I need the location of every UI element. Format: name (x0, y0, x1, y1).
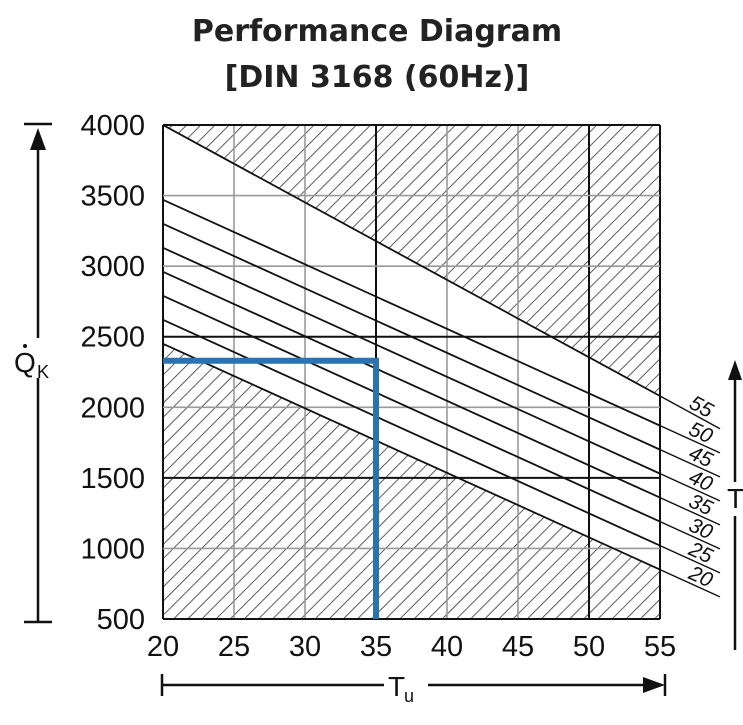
example-reading-line (163, 357, 379, 619)
y-tick-1500: 1500 (80, 463, 145, 495)
y-tick-2500: 2500 (80, 322, 145, 354)
temp-label-25: 25 (684, 537, 716, 568)
temp-line-35 (163, 270, 660, 499)
temp-leader-50 (659, 424, 721, 454)
chart-title-line1: Performance Diagram (192, 14, 562, 49)
right-axis-arrow: T (726, 360, 743, 650)
tick-labels: 500 1000 1500 2000 2500 3000 3500 4000 20 25 30 35 4… (80, 110, 676, 663)
temp-label-50: 50 (685, 418, 716, 449)
x-tick-35: 35 (360, 631, 392, 663)
temp-leader-45 (659, 448, 721, 478)
temp-line-40 (163, 246, 660, 475)
y-axis-label-main: Q (14, 347, 36, 378)
temp-leader-35 (659, 496, 721, 526)
x-tick-20: 20 (147, 631, 179, 663)
right-axis-label: T (727, 483, 743, 514)
temp-label-30: 30 (685, 514, 716, 545)
temperature-lines (163, 125, 660, 571)
y-tick-3500: 3500 (80, 181, 145, 213)
temp-leader-30 (659, 520, 721, 550)
x-tick-50: 50 (573, 631, 605, 663)
chart-title-line2: [DIN 3168 (60Hz)] (225, 60, 530, 95)
x-axis-label-main: T (388, 671, 405, 702)
y-tick-1000: 1000 (80, 533, 145, 565)
temp-label-40: 40 (685, 466, 716, 497)
temp-line-55 (163, 125, 660, 397)
q-dot-accent (23, 344, 27, 348)
hatch-region-bottom (163, 343, 660, 619)
temp-leader-40 (659, 472, 721, 502)
y-tick-500: 500 (97, 604, 145, 636)
temp-label-55: 55 (685, 391, 717, 423)
y-tick-2000: 2000 (80, 392, 145, 424)
temp-line-50 (163, 198, 660, 427)
y-tick-4000: 4000 (80, 110, 145, 142)
example-reading (163, 357, 379, 619)
hatched-regions (163, 125, 660, 619)
y-tick-3000: 3000 (80, 251, 145, 283)
x-tick-40: 40 (431, 631, 463, 663)
temp-line-30 (163, 294, 660, 523)
x-tick-55: 55 (644, 631, 676, 663)
x-tick-45: 45 (502, 631, 534, 663)
x-tick-30: 30 (289, 631, 321, 663)
temp-line-25 (163, 318, 660, 547)
grid (162, 124, 661, 620)
x-axis-label: T u (384, 670, 428, 706)
temp-leader-55 (659, 395, 721, 430)
temp-line-45 (163, 222, 660, 451)
temp-label-45: 45 (685, 442, 716, 473)
x-axis-label-sub: u (404, 686, 414, 706)
y-axis-label: Q K (14, 338, 60, 382)
temp-label-35: 35 (685, 490, 716, 521)
temp-line-20 (163, 342, 660, 571)
temp-leader-20 (659, 568, 721, 598)
temp-leader-25 (659, 544, 721, 574)
y-axis-label-sub: K (37, 362, 49, 382)
x-tick-25: 25 (218, 631, 250, 663)
temp-label-20: 20 (684, 561, 716, 592)
y-axis-arrow (24, 122, 52, 624)
